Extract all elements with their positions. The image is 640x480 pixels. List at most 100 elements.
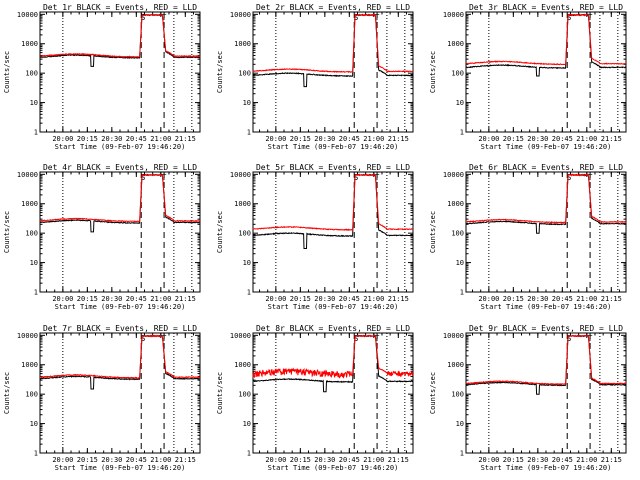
x-tick-label: 20:00: [52, 135, 73, 143]
series-line-events: [465, 13, 627, 77]
series-line-lld: [252, 173, 414, 231]
x-tick-label: 20:30: [314, 456, 335, 464]
y-tick-label: 10: [243, 259, 251, 267]
chart-title: Det 8r BLACK = Events, RED = LLD: [256, 324, 410, 333]
y-tick-label: 10: [456, 259, 464, 267]
y-tick-label: 100: [25, 230, 38, 238]
series-line-lld: [39, 334, 200, 380]
x-tick-label: 21:00: [576, 295, 597, 303]
chart-panel-5: Det 5r BLACK = Events, RED = LLD 1 10 100 10…: [216, 163, 414, 311]
y-tick-label: 10000: [443, 332, 464, 340]
x-axis-label: Start Time (09-Feb-07 19:46:20): [55, 303, 186, 311]
x-tick-label: 20:00: [478, 135, 499, 143]
plot-frame: [465, 332, 627, 454]
y-tick-label: 10000: [17, 11, 38, 19]
x-tick-label: 20:30: [101, 135, 122, 143]
chart-panel-3: Det 3r BLACK = Events, RED = LLD 1 10 100 10…: [429, 3, 627, 151]
y-tick-label: 10000: [17, 332, 38, 340]
x-tick-label: 21:15: [388, 295, 409, 303]
y-tick-label: 10: [243, 420, 251, 428]
y-axis-label: Counts/sec: [429, 51, 437, 93]
y-tick-label: 1000: [21, 200, 38, 208]
x-tick-label: 21:00: [150, 456, 171, 464]
x-tick-label: 20:00: [52, 295, 73, 303]
y-tick-label: 10: [30, 420, 38, 428]
y-tick-label: 10000: [17, 171, 38, 179]
plot-frame: [39, 171, 201, 293]
series-line-lld: [465, 334, 627, 386]
event-marker: T: [162, 173, 167, 182]
x-axis-label: Start Time (09-Feb-07 19:46:20): [481, 303, 612, 311]
y-tick-label: 1000: [234, 200, 251, 208]
chart-title: Det 6r BLACK = Events, RED = LLD: [469, 163, 623, 172]
y-tick-label: 10: [30, 259, 38, 267]
x-tick-label: 21:15: [175, 135, 196, 143]
x-tick-label: 21:00: [363, 135, 384, 143]
x-tick-label: 20:00: [52, 456, 73, 464]
y-axis-label: Counts/sec: [3, 372, 11, 414]
chart-panel-8: Det 8r BLACK = Events, RED = LLD 1 10 100 10…: [216, 324, 414, 472]
y-tick-label: 1: [34, 289, 38, 297]
series-line-lld: [252, 13, 414, 74]
x-tick-label: 20:30: [527, 456, 548, 464]
x-tick-label: 20:15: [290, 295, 311, 303]
y-axis-label: Counts/sec: [216, 211, 224, 253]
y-tick-label: 10000: [230, 332, 251, 340]
x-tick-label: 21:15: [601, 135, 622, 143]
y-tick-label: 1000: [447, 361, 464, 369]
x-axis-label: Start Time (09-Feb-07 19:46:20): [481, 464, 612, 472]
x-tick-label: 21:00: [363, 456, 384, 464]
y-tick-label: 1000: [447, 40, 464, 48]
x-tick-label: 20:45: [126, 456, 147, 464]
chart-title: Det 9r BLACK = Events, RED = LLD: [469, 324, 623, 333]
series-line-lld: [39, 173, 201, 223]
chart-title: Det 4r BLACK = Events, RED = LLD: [43, 163, 197, 172]
series-line-events: [252, 13, 413, 88]
x-tick-label: 21:15: [601, 295, 622, 303]
event-marker: S: [353, 173, 358, 182]
event-marker: T: [588, 173, 593, 182]
y-tick-label: 1000: [21, 361, 38, 369]
series-line-lld: [39, 13, 201, 58]
plot-frame: [465, 11, 627, 133]
event-marker: T: [375, 334, 380, 343]
event-marker: S: [140, 173, 145, 182]
x-tick-label: 20:45: [552, 456, 573, 464]
x-tick-label: 20:15: [77, 456, 98, 464]
chart-panel-2: Det 2r BLACK = Events, RED = LLD 1 10 100 10…: [216, 3, 414, 151]
y-tick-label: 1000: [234, 361, 251, 369]
y-tick-label: 10: [30, 99, 38, 107]
y-tick-label: 100: [451, 391, 464, 399]
y-tick-label: 100: [451, 230, 464, 238]
x-tick-label: 20:15: [77, 135, 98, 143]
y-tick-label: 1000: [234, 40, 251, 48]
event-marker: T: [162, 334, 167, 343]
y-tick-label: 100: [238, 230, 251, 238]
chart-title: Det 3r BLACK = Events, RED = LLD: [469, 3, 623, 12]
y-tick-label: 10: [243, 99, 251, 107]
y-tick-label: 1: [247, 289, 251, 297]
x-axis-label: Start Time (09-Feb-07 19:46:20): [481, 143, 612, 151]
y-tick-label: 1: [247, 450, 251, 458]
y-tick-label: 10: [456, 420, 464, 428]
chart-title: Det 1r BLACK = Events, RED = LLD: [43, 3, 197, 12]
plot-frame: [252, 332, 414, 454]
x-tick-label: 20:00: [265, 295, 286, 303]
series-line-lld: [465, 13, 627, 66]
y-axis-label: Counts/sec: [429, 372, 437, 414]
x-tick-label: 20:15: [503, 295, 524, 303]
chart-panel-4: Det 4r BLACK = Events, RED = LLD 1 10 100 10…: [3, 163, 201, 311]
x-tick-label: 20:30: [527, 295, 548, 303]
event-marker: T: [588, 334, 593, 343]
y-tick-label: 1000: [21, 40, 38, 48]
y-tick-label: 10000: [230, 11, 251, 19]
series-line-events: [252, 334, 414, 393]
event-marker: S: [566, 13, 571, 22]
y-tick-label: 10000: [443, 171, 464, 179]
x-tick-label: 20:45: [552, 295, 573, 303]
chart-panel-7: Det 7r BLACK = Events, RED = LLD 1 10 100 10…: [3, 324, 201, 472]
y-tick-label: 1: [34, 450, 38, 458]
event-marker: T: [162, 13, 167, 22]
event-marker: S: [353, 13, 358, 22]
